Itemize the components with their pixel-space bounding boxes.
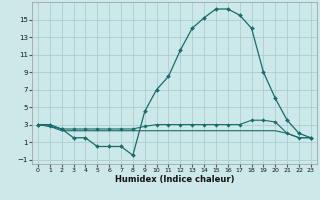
X-axis label: Humidex (Indice chaleur): Humidex (Indice chaleur) <box>115 175 234 184</box>
